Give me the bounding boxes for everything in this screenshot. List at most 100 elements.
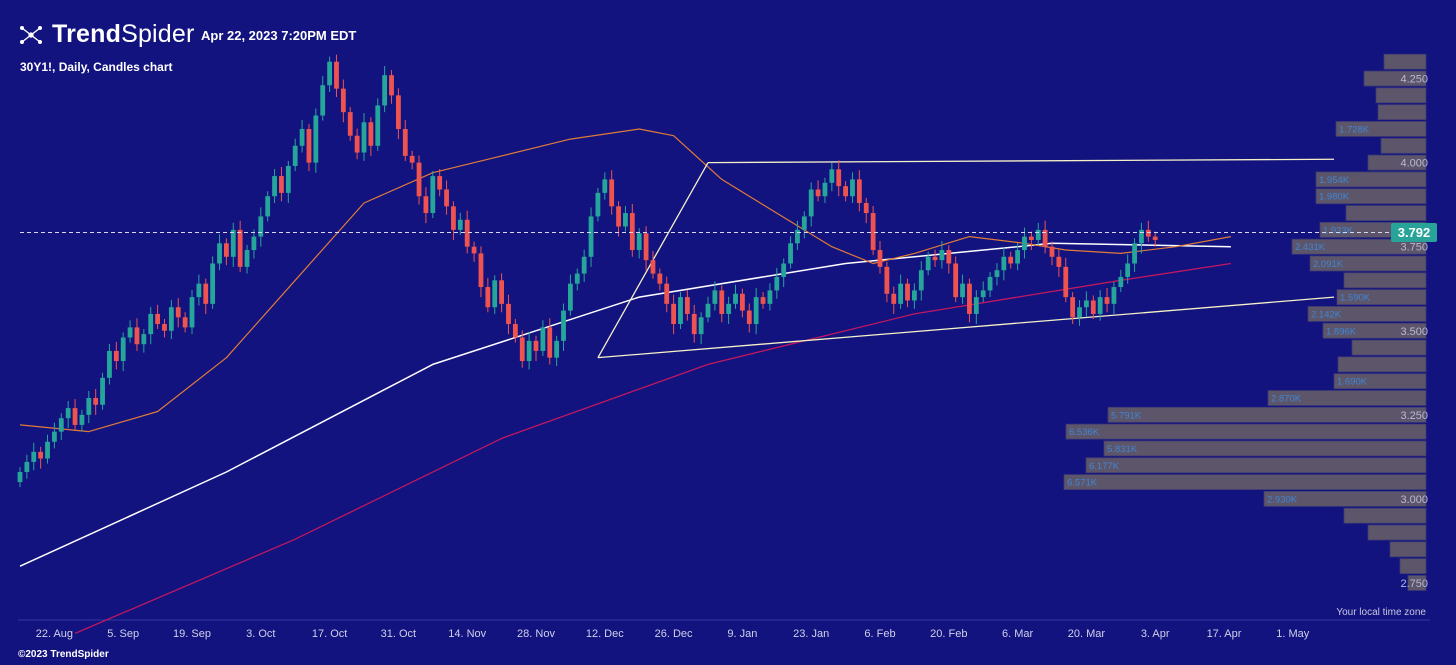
candle-body xyxy=(1049,246,1055,257)
chart-datetime: Apr 22, 2023 7:20PM EDT xyxy=(201,28,357,43)
candle-body xyxy=(781,263,787,277)
candle-body xyxy=(24,461,30,472)
sma-magenta-line xyxy=(74,262,1231,634)
candle-body xyxy=(1008,256,1014,264)
volume-profile-bar xyxy=(1337,356,1427,373)
candle-body xyxy=(444,189,449,207)
candle-body xyxy=(623,213,628,227)
candle-body xyxy=(327,61,332,86)
candle-body xyxy=(960,283,965,298)
trendspider-logo-icon xyxy=(20,25,42,44)
candle-body xyxy=(870,213,876,251)
candle-body xyxy=(657,273,663,284)
candle-body xyxy=(1118,276,1124,288)
volume-profile-bar xyxy=(1103,440,1427,457)
volume-profile-bar xyxy=(1291,238,1427,255)
candle-body xyxy=(258,216,264,237)
candle-body xyxy=(898,283,904,304)
candle-body xyxy=(313,115,319,163)
volume-profile-bar xyxy=(1407,575,1427,591)
candle-body xyxy=(65,408,71,419)
volume-profile-bar xyxy=(1315,171,1427,188)
candle-body xyxy=(684,297,690,314)
candle-body xyxy=(561,310,566,341)
candle-body xyxy=(17,471,23,483)
candle-body xyxy=(451,206,456,230)
candle-body xyxy=(512,324,518,338)
candle-body xyxy=(86,398,92,415)
candle-body xyxy=(1015,250,1020,264)
volume-profile-bar xyxy=(1063,474,1427,490)
candle-body xyxy=(79,414,85,425)
copyright: ©2023 TrendSpider xyxy=(18,649,109,660)
candle-body xyxy=(1056,256,1062,267)
candle-body xyxy=(457,219,463,230)
volume-profile-label: 6.536K xyxy=(1069,427,1100,438)
candle-body xyxy=(237,229,243,267)
candle-body xyxy=(175,307,181,318)
candle-body xyxy=(767,290,773,304)
candle-body xyxy=(1152,236,1158,240)
x-tick-label: 6. Mar xyxy=(1002,628,1034,640)
volume-profile-bar xyxy=(1309,255,1427,272)
candle-body xyxy=(409,155,415,163)
candle-body xyxy=(361,122,367,153)
trendline xyxy=(597,296,1335,359)
candle-body xyxy=(932,256,938,261)
candle-body xyxy=(396,95,401,129)
volume-profile-label: 2.930K xyxy=(1267,494,1298,505)
candle-body xyxy=(1035,229,1041,240)
x-tick-label: 14. Nov xyxy=(448,628,486,640)
x-tick-label: 23. Jan xyxy=(793,628,829,640)
symbol-line: 30Y1!, Daily, Candles chart xyxy=(20,60,173,74)
candle-body xyxy=(389,75,394,96)
candle-body xyxy=(788,243,793,264)
candle-body xyxy=(485,287,491,308)
x-tick-label: 22. Aug xyxy=(36,628,73,640)
candle-body xyxy=(45,441,50,459)
volume-profile-bar xyxy=(1345,205,1427,221)
candle-body xyxy=(905,283,910,301)
candle-body xyxy=(719,290,725,314)
candle-body xyxy=(856,179,862,203)
y-tick-label: 3.250 xyxy=(1400,410,1428,422)
volume-profile-label: 1.590K xyxy=(1340,293,1371,304)
candle-body xyxy=(540,327,546,351)
candle-body xyxy=(38,451,44,459)
candle-body xyxy=(994,270,1000,277)
candle-body xyxy=(375,105,381,146)
volume-profile-bar xyxy=(1367,154,1427,171)
candle-body xyxy=(1097,297,1103,314)
candle-body xyxy=(134,327,140,345)
candle-body xyxy=(568,283,573,311)
candle-body xyxy=(1139,229,1144,244)
candle-body xyxy=(1001,256,1007,271)
volume-profile-bar xyxy=(1065,423,1427,440)
trendline xyxy=(707,158,1335,164)
brand-logo: TrendSpider xyxy=(18,20,195,49)
candle-body xyxy=(581,256,587,274)
candle-body xyxy=(285,165,291,193)
timezone-note: Your local time zone xyxy=(1336,607,1426,618)
x-tick-label: 9. Jan xyxy=(727,628,757,640)
volume-profile-bar xyxy=(1322,322,1427,339)
candle-body xyxy=(850,179,855,197)
candle-body xyxy=(127,327,133,338)
candle-body xyxy=(967,283,972,314)
candle-body xyxy=(299,128,305,146)
volume-profile-label: 2.142K xyxy=(1311,309,1342,320)
candle-body xyxy=(155,313,160,325)
candle-body xyxy=(251,236,257,251)
candle-body xyxy=(230,229,236,257)
x-tick-label: 26. Dec xyxy=(655,628,693,640)
candle-body xyxy=(1022,236,1027,251)
volume-profile-label: 1.933K xyxy=(1323,225,1354,236)
candle-body xyxy=(609,179,615,207)
candle-body xyxy=(224,243,229,257)
candle-body xyxy=(471,246,477,254)
y-tick-label: 2.750 xyxy=(1400,578,1428,590)
candle-body xyxy=(203,283,209,304)
candle-body xyxy=(334,61,339,89)
candle-body xyxy=(93,398,99,405)
